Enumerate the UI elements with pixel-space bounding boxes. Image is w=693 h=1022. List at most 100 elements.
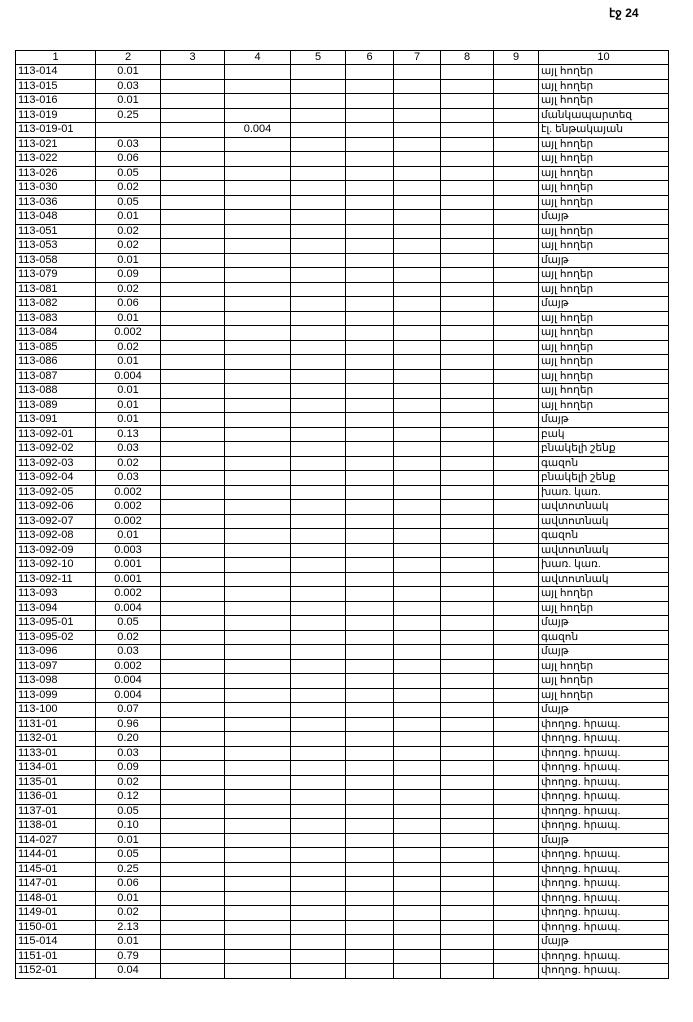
table-row: 1135-01 0.02 փողոց. հրապ.: [15, 774, 669, 790]
page-number: էջ 24: [609, 6, 639, 20]
cell-col-10: փողոց. հրապ.: [538, 890, 669, 906]
cell-col-5: [290, 180, 346, 196]
cell-col-3: [160, 325, 225, 341]
cell-col-10: փողոց. հրապ.: [538, 818, 669, 834]
cell-col-1: 113-051: [15, 223, 96, 239]
table-row: 113-081 0.02 այլ հողեր: [15, 281, 669, 297]
cell-col-5: [290, 64, 346, 80]
cell-col-6: [345, 832, 394, 848]
cell-col-9: [493, 441, 539, 457]
cell-col-9: [493, 789, 539, 805]
cell-col-8: [440, 455, 494, 471]
cell-col-8: [440, 470, 494, 486]
cell-col-10: այլ հողեր: [538, 194, 669, 210]
cell-col-7: [393, 658, 441, 674]
cell-col-8: [440, 658, 494, 674]
cell-col-4: [224, 354, 291, 370]
cell-col-4: [224, 209, 291, 225]
cell-col-2: 0.01: [95, 890, 161, 906]
cell-col-5: [290, 963, 346, 979]
cell-col-2: 0.25: [95, 107, 161, 123]
cell-col-8: [440, 238, 494, 254]
cell-col-7: [393, 180, 441, 196]
cell-col-10: փողոց. հրապ.: [538, 861, 669, 877]
cell-col-5: [290, 818, 346, 834]
cell-col-3: [160, 209, 225, 225]
cell-col-7: [393, 847, 441, 863]
cell-col-10: այլ հողեր: [538, 600, 669, 616]
cell-col-7: [393, 252, 441, 268]
cell-col-2: 0.02: [95, 339, 161, 355]
cell-col-8: [440, 847, 494, 863]
table-row: 113-092-02 0.03 բնակելի շենք: [15, 441, 669, 457]
cell-col-1: 113-092-05: [15, 484, 96, 500]
table-row: 113-051 0.02 այլ հողեր: [15, 223, 669, 239]
table-row: 113-016 0.01 այլ հողեր: [15, 93, 669, 109]
cell-col-5: [290, 194, 346, 210]
cell-col-9: [493, 383, 539, 399]
cell-col-1: 113-094: [15, 600, 96, 616]
table-row: 113-058 0.01 մայթ: [15, 252, 669, 268]
cell-col-6: [345, 470, 394, 486]
table-row: 1131-01 0.96 փողոց. հրապ.: [15, 716, 669, 732]
cell-col-8: [440, 223, 494, 239]
cell-col-4: [224, 600, 291, 616]
cell-col-9: [493, 281, 539, 297]
table-row: 1145-01 0.25 փողոց. հրապ.: [15, 861, 669, 877]
table-row: 113-091 0.01 մայթ: [15, 412, 669, 428]
cell-col-1: 113-092-09: [15, 542, 96, 558]
cell-col-10: փողոց. հրապ.: [538, 716, 669, 732]
cell-col-6: [345, 861, 394, 877]
cell-col-8: [440, 252, 494, 268]
table-row: 1133-01 0.03 փողոց. հրապ.: [15, 745, 669, 761]
cell-col-9: [493, 832, 539, 848]
cell-col-8: [440, 586, 494, 602]
cell-col-3: [160, 310, 225, 326]
cell-col-6: [345, 731, 394, 747]
cell-col-1: 1137-01: [15, 803, 96, 819]
cell-col-7: [393, 151, 441, 167]
cell-col-2: 0.01: [95, 383, 161, 399]
cell-col-5: [290, 281, 346, 297]
cell-col-8: [440, 963, 494, 979]
cell-col-3: [160, 673, 225, 689]
cell-col-6: [345, 774, 394, 790]
cell-col-1: 113-092-11: [15, 571, 96, 587]
cell-col-7: [393, 963, 441, 979]
cell-col-2: 2.13: [95, 919, 161, 935]
cell-col-2: 0.01: [95, 252, 161, 268]
cell-col-9: [493, 687, 539, 703]
cell-col-2: 0.01: [95, 934, 161, 950]
cell-col-7: [393, 296, 441, 312]
cell-col-8: [440, 426, 494, 442]
cell-col-4: [224, 93, 291, 109]
cell-col-2: 0.05: [95, 194, 161, 210]
cell-col-3: [160, 963, 225, 979]
cell-col-5: [290, 571, 346, 587]
cell-col-7: [393, 673, 441, 689]
cell-col-3: [160, 600, 225, 616]
cell-col-9: [493, 919, 539, 935]
cell-col-1: 113-085: [15, 339, 96, 355]
cell-col-3: [160, 745, 225, 761]
cell-col-6: [345, 571, 394, 587]
cell-col-5: [290, 325, 346, 341]
cell-col-6: [345, 78, 394, 94]
cell-col-2: 0.12: [95, 789, 161, 805]
cell-col-4: [224, 571, 291, 587]
cell-col-10: այլ հողեր: [538, 223, 669, 239]
cell-col-8: [440, 151, 494, 167]
cell-col-2: 0.01: [95, 528, 161, 544]
cell-col-2: 0.001: [95, 571, 161, 587]
cell-col-9: [493, 948, 539, 964]
cell-col-6: [345, 281, 394, 297]
cell-col-8: [440, 644, 494, 660]
cell-col-10: այլ հողեր: [538, 64, 669, 80]
cell-col-10: մայթ: [538, 702, 669, 718]
cell-col-2: 0.06: [95, 296, 161, 312]
cell-col-2: 0.09: [95, 267, 161, 283]
cell-col-9: [493, 818, 539, 834]
cell-col-1: 1144-01: [15, 847, 96, 863]
cell-col-2: 0.03: [95, 470, 161, 486]
cell-col-10: մայթ: [538, 832, 669, 848]
